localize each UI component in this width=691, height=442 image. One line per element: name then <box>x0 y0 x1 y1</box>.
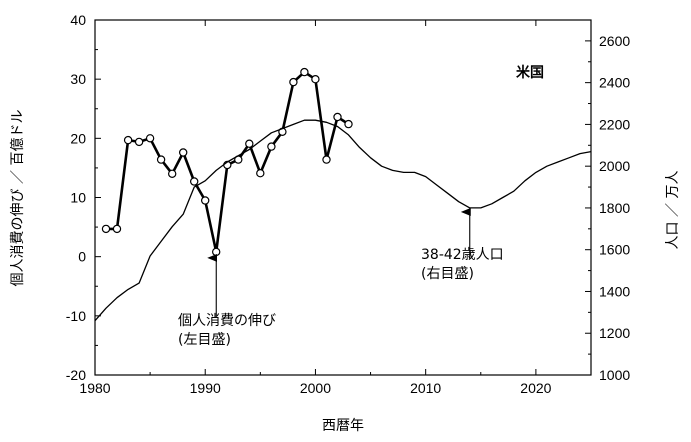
consumption-point <box>211 247 221 257</box>
left-y-tick-label: 10 <box>70 190 86 206</box>
right-y-axis-title: 人口 ／ 万人 <box>665 171 681 250</box>
right-y-tick-label: 1800 <box>599 200 630 216</box>
right-y-tick-label: 2200 <box>599 116 630 132</box>
right-y-tick-label: 2400 <box>599 75 630 91</box>
consumption-point <box>134 137 144 147</box>
annotation-layer: 個人消費の伸び (左目盛) 38-42歳人口 (右目盛) <box>178 207 504 348</box>
left-y-tick-label: 40 <box>70 12 86 28</box>
left-y-tick-label: 0 <box>78 249 86 265</box>
consumption-point <box>322 155 331 164</box>
right-y-tick-label: 2600 <box>599 33 630 49</box>
right-y-axis: 1000 1200 1400 1600 1800 2000 2200 2400 2600 <box>585 33 630 383</box>
consumption-point <box>123 135 133 145</box>
right-y-tick-label: 1400 <box>599 283 630 299</box>
consumption-point <box>311 74 320 84</box>
x-axis-title: 西暦年 <box>322 418 364 434</box>
x-tick-label: 2000 <box>300 380 331 396</box>
left-y-axis: -20 -10 0 10 20 30 40 <box>66 12 101 383</box>
consumption-point <box>256 168 265 178</box>
consumption-point <box>333 112 342 122</box>
consumption-point <box>156 155 166 164</box>
consumption-point <box>300 67 309 77</box>
left-y-tick-label: 30 <box>70 71 86 87</box>
x-tick-label: 2020 <box>520 380 551 396</box>
left-y-tick-label: -20 <box>66 367 86 383</box>
consumption-point <box>189 177 199 186</box>
consumption-point <box>178 148 188 157</box>
right-y-tick-label: 1000 <box>599 367 630 383</box>
right-y-tick-label: 1200 <box>599 325 630 341</box>
left-y-tick-label: 20 <box>70 130 86 146</box>
population-annotation-text: (右目盛) <box>421 266 474 282</box>
x-tick-label: 1990 <box>190 380 221 396</box>
right-y-tick-label: 2000 <box>599 158 630 174</box>
consumption-point <box>167 169 177 178</box>
population-38-42-line <box>94 119 592 322</box>
x-tick-label: 2010 <box>410 380 441 396</box>
right-y-tick-label: 1600 <box>599 242 630 258</box>
series-layer <box>94 67 592 322</box>
consumption-point <box>245 139 254 148</box>
left-y-axis-title: 個人消費の伸び ／ 百億ドル <box>10 110 26 287</box>
consumption-point <box>101 224 111 234</box>
country-label: 米国 <box>516 64 544 81</box>
consumption-point <box>289 77 298 87</box>
consumption-annotation-text: 個人消費の伸び <box>178 313 276 329</box>
consumption-point <box>200 196 210 205</box>
consumption-point <box>145 134 155 143</box>
consumption-annotation-text: (左目盛) <box>178 332 231 348</box>
consumption-point <box>112 224 122 234</box>
consumption-point <box>267 142 276 151</box>
consumption-point <box>344 119 353 129</box>
left-y-tick-label: -10 <box>66 308 86 324</box>
population-annotation-text: 38-42歳人口 <box>421 247 504 263</box>
x-tick-label: 1980 <box>79 380 110 396</box>
x-axis: 1980 1990 2000 2010 2020 <box>79 20 592 396</box>
